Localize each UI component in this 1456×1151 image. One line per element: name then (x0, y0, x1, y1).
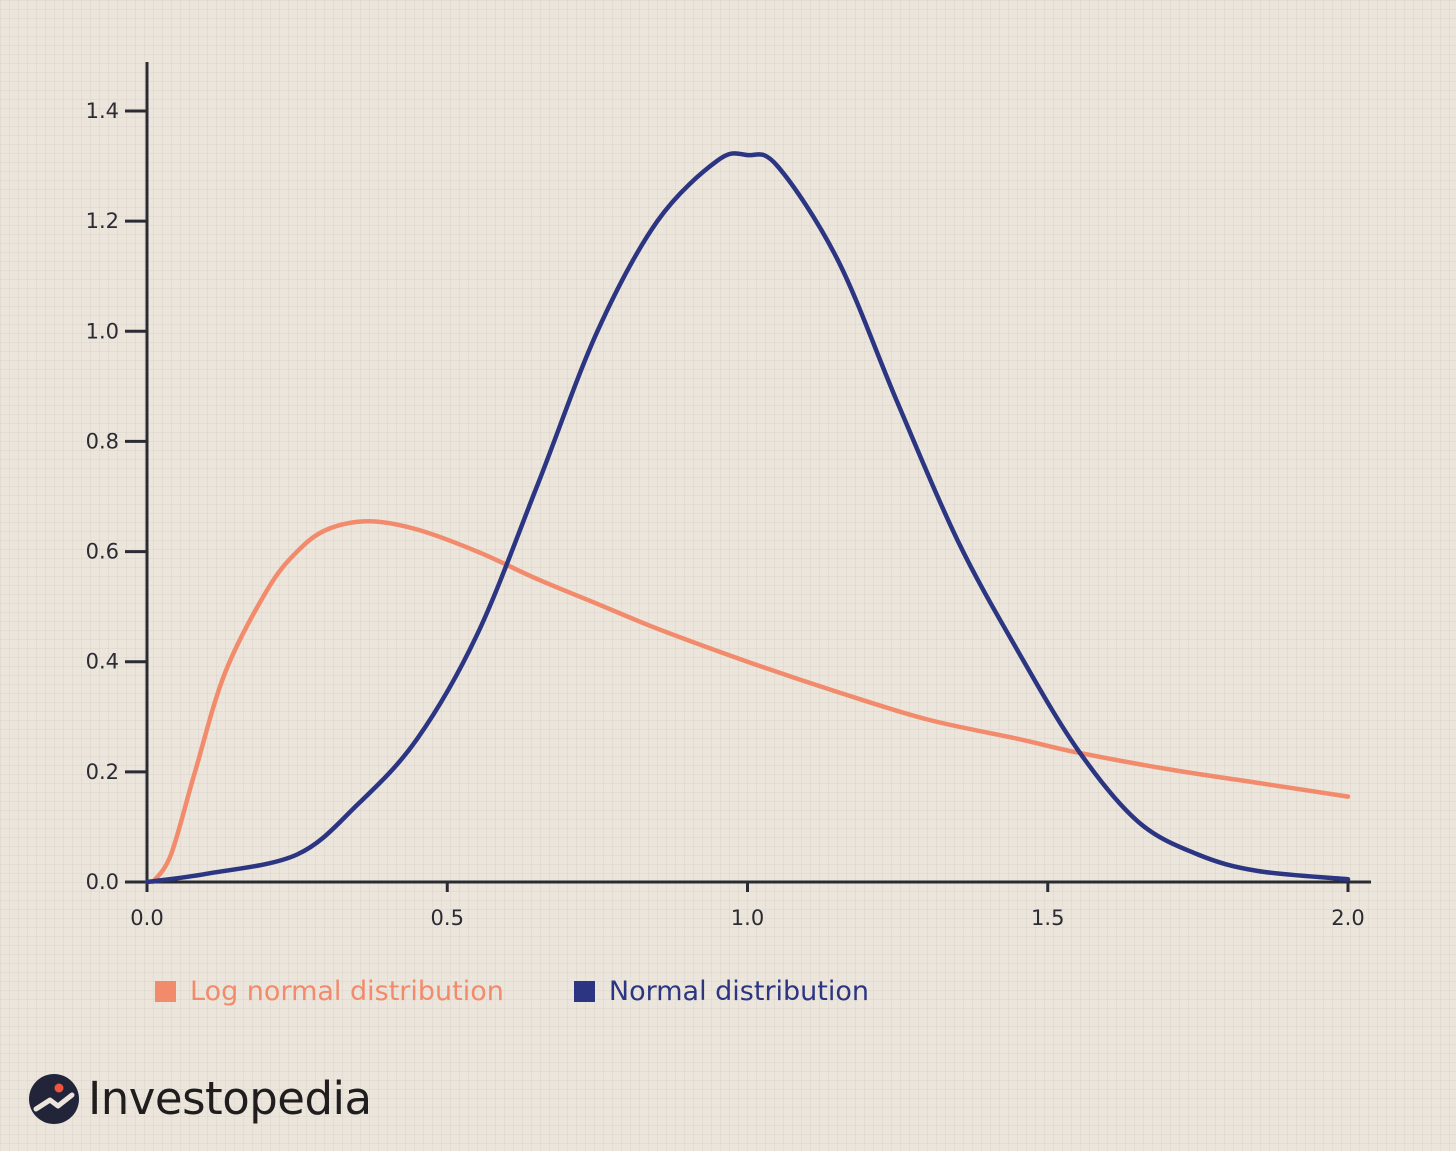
series-line-lognormal (150, 519, 1351, 885)
normal-swatch (573, 981, 595, 1002)
y-tick-label: 1.2 (86, 209, 119, 233)
line-chart: 0.0 0.2 0.4 0.6 0.8 1.0 1.2 1.4 0.0 0.5 1.0 1.5 2.0 (86, 62, 1371, 930)
brand-name: Investopedia (88, 1072, 372, 1125)
brand-logo: Investopedia (28, 1072, 372, 1125)
x-tick-label: 0.0 (130, 906, 163, 930)
y-tick-label: 0.2 (86, 760, 119, 784)
y-tick-label: 0.4 (86, 650, 119, 674)
lognormal-swatch (155, 981, 176, 1002)
legend-label-lognormal: Log normal distribution (190, 976, 504, 1007)
legend: Log normal distribution Normal distribut… (155, 976, 939, 1007)
y-tick-label: 1.0 (86, 319, 119, 343)
legend-label-normal: Normal distribution (608, 976, 870, 1007)
y-tick-label: 0.8 (86, 429, 119, 453)
y-tick-label: 0.6 (86, 540, 119, 564)
series-line-normal (144, 151, 1351, 885)
y-tick-label: 0.0 (86, 870, 119, 894)
legend-item-lognormal: Log normal distribution (155, 976, 504, 1007)
x-tick-label: 1.5 (1031, 906, 1064, 930)
legend-item-normal: Normal distribution (573, 976, 870, 1007)
x-tick-label: 2.0 (1331, 906, 1364, 930)
y-tick-label: 1.4 (86, 99, 119, 123)
x-tick-label: 0.5 (431, 906, 464, 930)
x-tick-label: 1.0 (731, 906, 764, 930)
investopedia-logo-icon (29, 1073, 79, 1124)
